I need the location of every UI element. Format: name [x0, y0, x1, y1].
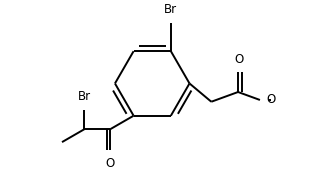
Text: O: O — [267, 93, 276, 106]
Text: Br: Br — [164, 4, 177, 17]
Text: Br: Br — [78, 90, 91, 103]
Text: O: O — [106, 157, 115, 170]
Text: O: O — [234, 53, 243, 66]
